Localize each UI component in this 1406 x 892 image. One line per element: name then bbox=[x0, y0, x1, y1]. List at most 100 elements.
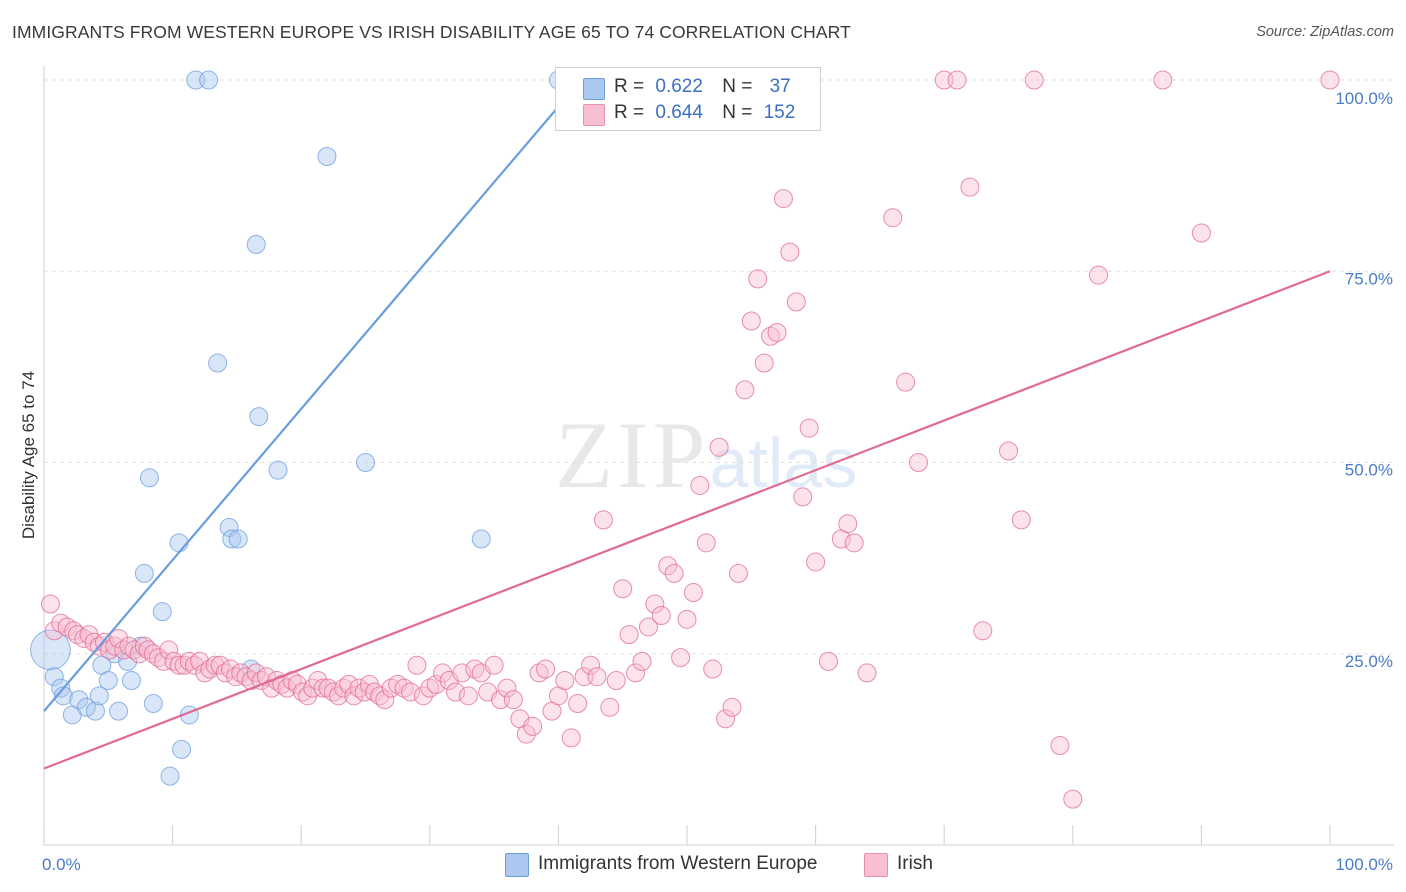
legend: R = 0.622 N = 37 R = 0.644 N = 152 bbox=[555, 67, 821, 131]
data-point bbox=[139, 468, 159, 488]
data-point bbox=[793, 487, 813, 507]
data-point bbox=[754, 353, 774, 373]
data-point bbox=[375, 690, 395, 710]
data-point bbox=[339, 674, 359, 694]
x-tick-label: 0.0% bbox=[42, 855, 81, 874]
data-point bbox=[205, 655, 225, 675]
data-point bbox=[497, 678, 517, 698]
data-point bbox=[228, 529, 248, 549]
data-point bbox=[44, 621, 64, 641]
data-point bbox=[160, 766, 180, 786]
data-point bbox=[581, 655, 601, 675]
data-point bbox=[426, 674, 446, 694]
data-point bbox=[671, 648, 691, 668]
grid-lines bbox=[44, 79, 1394, 655]
data-point bbox=[703, 659, 723, 679]
x-tick-label: 100.0% bbox=[1335, 855, 1393, 874]
data-point bbox=[947, 70, 967, 90]
data-point bbox=[64, 621, 84, 641]
data-point bbox=[370, 686, 390, 706]
data-point bbox=[249, 407, 269, 427]
data-point bbox=[523, 716, 543, 736]
data-point bbox=[568, 693, 588, 713]
data-point bbox=[222, 529, 242, 549]
data-point bbox=[658, 556, 678, 576]
data-point bbox=[806, 552, 826, 572]
data-point bbox=[349, 678, 369, 698]
data-point bbox=[1153, 70, 1173, 90]
data-point bbox=[664, 563, 684, 583]
data-point bbox=[317, 147, 337, 166]
data-point bbox=[98, 671, 118, 691]
data-point bbox=[323, 682, 343, 702]
data-point bbox=[152, 602, 172, 622]
data-point bbox=[143, 644, 163, 664]
series-irish-points bbox=[40, 70, 1340, 809]
data-point bbox=[735, 380, 755, 400]
data-point bbox=[74, 628, 94, 648]
data-point bbox=[246, 234, 266, 254]
data-point bbox=[433, 663, 453, 683]
tick-labels: 25.0% 50.0% 75.0% 100.0% 0.0% 100.0% bbox=[42, 89, 1393, 874]
data-point bbox=[109, 701, 129, 721]
data-point bbox=[799, 418, 819, 438]
data-point bbox=[172, 739, 192, 759]
data-point bbox=[313, 678, 333, 698]
data-point bbox=[773, 189, 793, 209]
legend-row-western-europe: R = 0.622 N = 37 bbox=[556, 75, 820, 101]
data-point bbox=[999, 441, 1018, 461]
y-tick-label: 25.0% bbox=[1345, 652, 1393, 671]
data-point bbox=[268, 460, 288, 480]
legend-row-irish: R = 0.644 N = 152 bbox=[556, 101, 820, 127]
legend-r-label: R = bbox=[614, 76, 645, 97]
data-point bbox=[124, 640, 144, 660]
data-point bbox=[651, 606, 671, 625]
data-point bbox=[174, 655, 194, 675]
data-point bbox=[555, 671, 575, 691]
data-point bbox=[195, 663, 215, 683]
data-point bbox=[413, 686, 433, 706]
data-point bbox=[883, 208, 903, 228]
data-point bbox=[179, 651, 199, 671]
data-point bbox=[780, 242, 800, 262]
data-point bbox=[40, 594, 60, 614]
data-point bbox=[690, 475, 710, 495]
data-point bbox=[169, 655, 189, 675]
data-point bbox=[1063, 789, 1083, 809]
data-point bbox=[200, 659, 220, 679]
data-point bbox=[134, 563, 154, 583]
source-label: Source: ZipAtlas.com bbox=[1256, 24, 1394, 40]
data-point bbox=[722, 697, 742, 717]
bottom-legend-swatch-irish bbox=[864, 853, 888, 877]
data-point bbox=[516, 724, 536, 744]
legend-swatch-western-europe bbox=[583, 78, 605, 100]
data-point bbox=[119, 636, 139, 656]
data-point bbox=[138, 640, 158, 660]
data-point bbox=[1024, 70, 1044, 90]
data-point bbox=[838, 514, 858, 534]
data-point bbox=[683, 583, 703, 603]
data-point bbox=[318, 678, 338, 698]
data-point bbox=[114, 640, 134, 660]
data-point bbox=[184, 655, 204, 675]
data-point bbox=[587, 667, 607, 687]
y-axis-title: Disability Age 65 to 74 bbox=[19, 371, 38, 539]
data-point bbox=[696, 533, 716, 553]
data-point bbox=[356, 453, 375, 472]
data-point bbox=[159, 640, 179, 660]
data-point bbox=[51, 678, 71, 698]
trend-line bbox=[43, 270, 1331, 770]
data-point bbox=[767, 322, 787, 342]
data-point bbox=[716, 709, 736, 729]
legend-swatch-irish bbox=[583, 104, 605, 126]
data-point bbox=[1320, 70, 1340, 90]
legend-r-value: 0.644 bbox=[655, 102, 703, 123]
legend-n-label: N = bbox=[722, 76, 753, 97]
data-point bbox=[561, 728, 581, 748]
data-point bbox=[626, 663, 646, 683]
data-point bbox=[215, 663, 235, 683]
y-tick-label: 50.0% bbox=[1345, 461, 1393, 480]
data-point bbox=[407, 655, 427, 675]
data-point bbox=[728, 563, 748, 583]
